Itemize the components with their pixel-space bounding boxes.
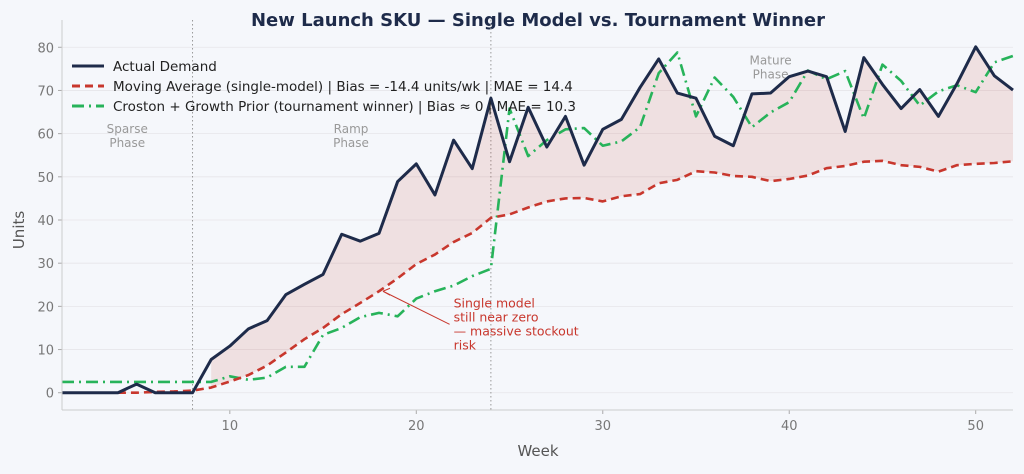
gap-area	[211, 46, 1014, 388]
phase-label-line: Phase	[753, 68, 789, 82]
annotation: Single model still near zero — massive sto…	[382, 287, 579, 352]
x-axis-label: Week	[517, 442, 558, 460]
chart-title: New Launch SKU — Single Model vs. Tourna…	[251, 10, 825, 31]
phase-label-line: Mature	[750, 54, 792, 68]
y-tick-label: 10	[37, 344, 54, 359]
x-tick-label: 50	[967, 419, 984, 434]
annotation-line: risk	[454, 337, 477, 352]
legend-label: Moving Average (single-model) | Bias = -…	[113, 79, 573, 95]
x-tick-label: 10	[222, 419, 239, 434]
series-lines	[62, 45, 1014, 395]
y-tick-label: 80	[37, 41, 54, 56]
legend-label: Actual Demand	[113, 59, 217, 75]
gap-shading	[211, 46, 1014, 388]
series-line	[62, 45, 1014, 395]
y-tick-label: 50	[37, 171, 54, 186]
phase-label: Sparse Phase	[107, 122, 148, 150]
y-axis-label: Units	[10, 211, 28, 250]
phase-label: Ramp Phase	[333, 122, 369, 150]
y-tick-label: 20	[37, 300, 54, 315]
legend-label: Croston + Growth Prior (tournament winne…	[113, 99, 576, 115]
legend: Actual Demand Moving Average (single-mode…	[72, 59, 576, 115]
phase-label: Mature Phase	[750, 54, 792, 82]
y-tick-label: 40	[37, 214, 54, 229]
annotation-line: — massive stockout	[454, 323, 579, 338]
axes: 0 10 20 30 40 50 60 70 80 10 20 30 40 50	[37, 20, 1013, 434]
annotation-arrow	[382, 290, 450, 325]
y-tick-label: 70	[37, 84, 54, 99]
phase-label-line: Phase	[109, 136, 145, 150]
phase-label-line: Phase	[333, 136, 369, 150]
x-tick-label: 40	[781, 419, 798, 434]
annotation-line: Single model	[454, 295, 535, 310]
arrow-head-icon	[382, 287, 391, 296]
grid	[62, 46, 1013, 394]
y-tick-label: 60	[37, 128, 54, 143]
annotation-line: still near zero	[454, 309, 539, 324]
phase-label-line: Ramp	[334, 122, 369, 136]
y-tick-label: 30	[37, 257, 54, 272]
series-line	[117, 159, 1014, 395]
x-tick-label: 20	[408, 419, 425, 434]
annotation-text: Single model still near zero — massive sto…	[454, 295, 579, 352]
y-tick-label: 0	[46, 387, 54, 402]
phase-label-line: Sparse	[107, 122, 148, 136]
x-tick-label: 30	[594, 419, 611, 434]
